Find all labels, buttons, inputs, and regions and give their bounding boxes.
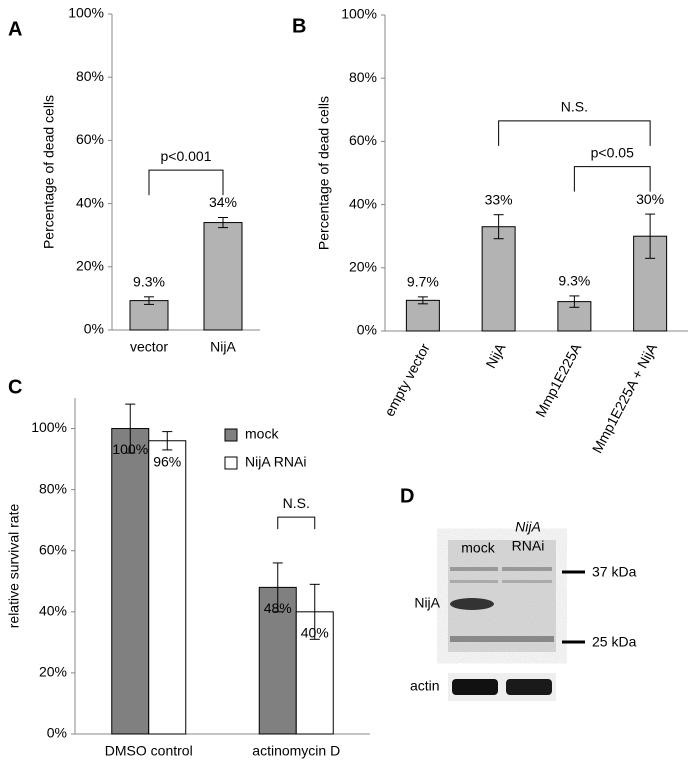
x-tick-label: empty vector [381,340,433,419]
y-tick-label: 100% [68,5,104,21]
error-bar [125,403,136,454]
legend-swatch [224,456,238,470]
blot-band [452,679,498,695]
error-bar [645,213,656,259]
blot-band [450,636,554,642]
y-tick-label: 60% [39,541,67,557]
value-label: 9.7% [407,274,439,290]
error-bar [162,431,173,451]
significance-bracket [148,169,224,196]
y-tick-label: 100% [341,6,377,22]
value-label: 9.3% [558,273,590,289]
x-tick-label: Mmp1E225A + NijA [589,340,661,456]
y-tick-label: 40% [39,603,67,619]
blot: D 37 kDa 25 kDa mock NijA RNAi NijA acti… [400,485,637,701]
marker-label: 25 kDa [592,634,637,650]
y-tick-label: 0% [357,322,377,338]
value-label: 34% [209,194,237,210]
panel-letter: B [292,15,306,37]
bar [148,440,187,735]
x-tick-label: DMSO control [105,743,193,759]
panel-letter: A [8,18,22,40]
row-label: NijA [414,595,440,611]
y-tick-label: 0% [84,321,104,337]
significance-label: p<0.001 [161,148,212,164]
value-label: 9.3% [133,274,165,290]
error-bar [569,295,580,308]
error-bar [218,217,228,229]
blot-texture [448,540,556,652]
y-tick-label: 0% [47,725,67,741]
y-tick-label: 40% [349,195,377,211]
bar [481,226,516,332]
legend-label: NijA RNAi [245,454,306,470]
value-label: 40% [301,625,329,641]
value-label: 96% [153,453,181,469]
error-bar [493,214,504,240]
y-tick-label: 20% [349,259,377,275]
value-label: 33% [485,191,513,207]
lane-label: RNAi [512,538,545,554]
x-tick-label: NijA [482,340,508,371]
y-tick-label: 100% [31,419,67,435]
blot-band [450,567,498,571]
value-label: 48% [264,600,292,616]
significance-bracket [573,166,651,192]
legend-swatch [224,428,238,442]
blot-band [506,679,552,695]
panel-letter: C [8,376,22,398]
lane-label: mock [461,540,495,556]
y-tick-label: 80% [349,69,377,85]
blot-band [502,580,552,583]
x-tick-label: vector [130,339,168,355]
y-tick-label: 80% [39,480,67,496]
significance-bracket [277,516,316,530]
blot-band [450,598,494,610]
legend-label: mock [245,426,279,442]
y-tick-label: 20% [76,258,104,274]
marker-label: 37 kDa [592,564,637,580]
y-tick-label: 60% [349,132,377,148]
blot-band [502,567,552,571]
value-label: 100% [112,441,148,457]
significance-label: N.S. [283,495,310,511]
significance-label: p<0.05 [591,144,634,160]
error-bar [144,296,154,305]
error-bar [417,296,428,305]
error-bar [309,583,320,640]
blot-band [450,580,498,583]
y-tick-label: 20% [39,664,67,680]
row-label: actin [410,678,440,694]
y-tick-label: 80% [76,68,104,84]
y-axis-label: Percentage of dead cells [316,96,332,250]
value-label: 30% [636,191,664,207]
bar [111,428,150,735]
y-axis-label: Percentage of dead cells [41,95,57,249]
y-tick-label: 60% [76,131,104,147]
y-axis-label: relative survival rate [6,504,22,629]
bar [405,299,440,332]
lane-label: NijA [515,519,541,535]
x-tick-label: Mmp1E225A [532,340,584,420]
significance-bracket [498,120,651,146]
bar [129,300,169,331]
error-bar [272,562,283,613]
y-tick-label: 40% [76,194,104,210]
bar [203,222,243,331]
x-tick-label: actinomycin D [252,743,340,759]
x-tick-label: NijA [210,339,236,355]
significance-label: N.S. [561,99,588,115]
panel-letter: D [400,485,414,507]
